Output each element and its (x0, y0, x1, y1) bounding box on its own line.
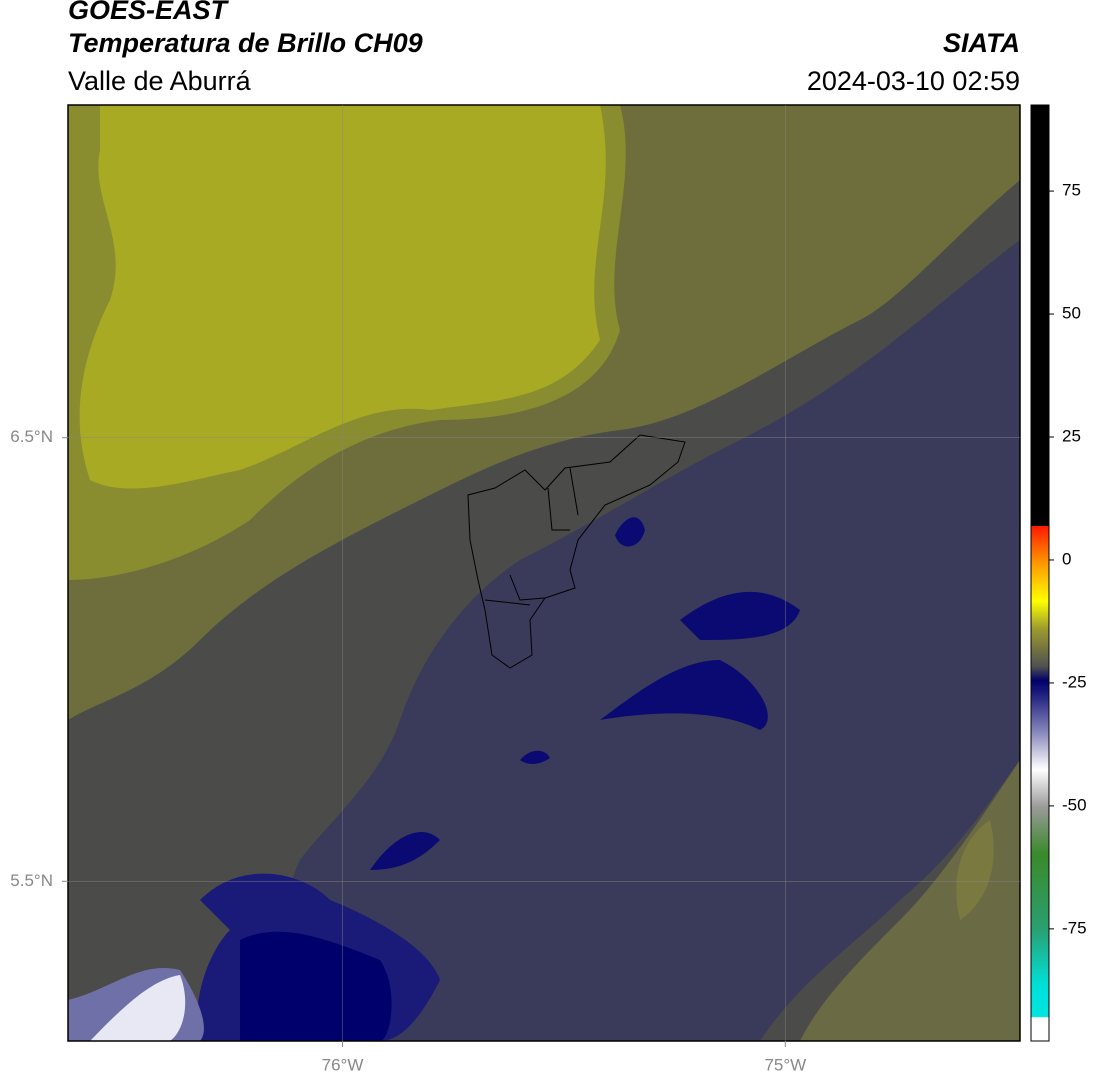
municipal-boundaries (467, 434, 686, 669)
x-tick-label: 76°W (322, 1055, 364, 1074)
colorbar-tick-label: 50 (1062, 304, 1081, 323)
colorbar (1030, 104, 1050, 1042)
y-tick-label: 5.5°N (10, 871, 53, 890)
colorbar-tick-label: -50 (1062, 795, 1087, 814)
region: Valle de Aburrá (68, 66, 252, 96)
y-tick-label: 6.5°N (10, 427, 53, 446)
satellite-field (68, 105, 1020, 1041)
x-tick-label: 75°W (764, 1055, 806, 1074)
map-frame (67, 104, 1021, 1042)
subtitle: Temperatura de Brillo CH09 (68, 28, 423, 58)
colorbar-tick-label: -25 (1062, 672, 1087, 691)
colorbar-tick-label: 25 (1062, 426, 1081, 445)
datetime: 2024-03-10 02:59 (807, 66, 1020, 96)
colorbar-tick-label: 75 (1062, 181, 1081, 200)
colorbar-tick-label: 0 (1062, 549, 1071, 568)
source: SIATA (943, 28, 1020, 58)
colorbar-tick-label: -75 (1062, 918, 1087, 937)
title: GOES-EAST (68, 0, 230, 25)
